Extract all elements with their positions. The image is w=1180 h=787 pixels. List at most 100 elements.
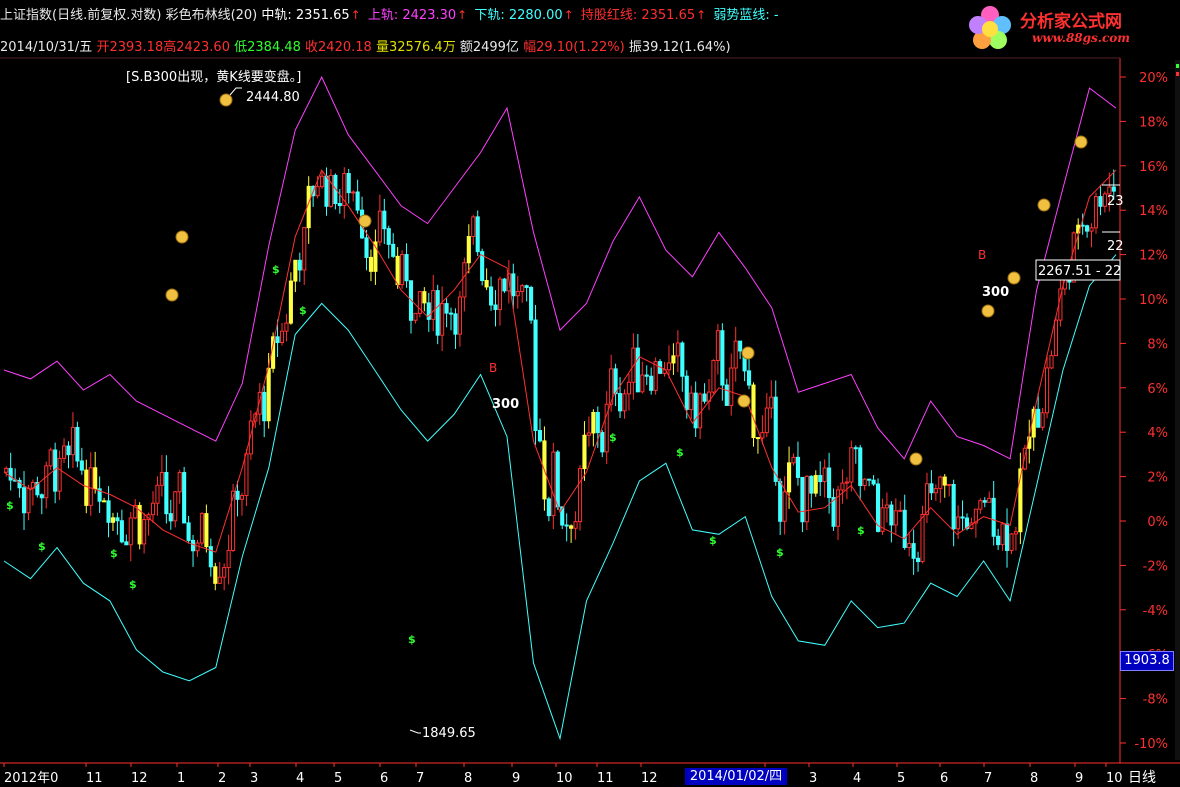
candle-body [262,391,267,422]
bollinger-bands [3,75,1117,741]
range-box [1035,259,1121,281]
candle-body [155,484,160,504]
x-tick-label: 12 [131,771,148,786]
candle-body [831,497,836,527]
indicator-name: 彩色布林线(20) [165,8,258,23]
candle-body [471,216,476,237]
candle-body [760,432,765,439]
x-tick-label: 4 [853,771,861,786]
candle-body [466,235,471,264]
candle-body [858,447,863,487]
candle-body [929,483,934,494]
x-tick-label: 6 [940,771,948,786]
candle-body [159,472,164,486]
candle-body [626,381,632,395]
candle-body [422,291,427,304]
candle-body [61,445,67,459]
bar-change: 幅29.10(1.22%) [523,40,625,55]
candle-body [546,498,551,517]
y-axis: 20%18%16%14%12%10%8%6%4%2%0%-2%-4%-6%-8%… [1120,71,1168,752]
x-tick-label: 3 [250,771,258,786]
sell-dollar-icon: $ [408,633,416,646]
candle-body [164,472,169,515]
sell-dollar-icon: $ [857,524,865,537]
candle-body [346,173,351,194]
y-tick-label: 0% [1147,515,1168,530]
candle-body [511,273,516,297]
candle-body [644,374,649,377]
money-bag-icon [219,93,233,107]
site-logo[interactable]: 分析家公式网 www.88gs.com [962,3,1172,53]
candle-body [795,456,801,478]
candle-body [947,483,952,486]
price-markers: 2444.80 1849.65 300 300 B B 2267.51 - 22… [229,87,1124,741]
period-label[interactable]: 日线 [1128,770,1156,786]
candle-body [573,521,578,529]
money-bag-icon [737,394,751,408]
candle-body [942,476,947,486]
y-tick-label: 14% [1139,204,1168,219]
candle-body [413,312,418,321]
candle-body [448,312,454,315]
candle-body [924,483,930,515]
candle-body [635,347,640,393]
candle-body [622,393,627,412]
candle-body [1107,186,1112,195]
signal-icons: $ $ $ $ $ $ $ $ $ $ $ $ [6,93,1088,646]
logo-text: 分析家公式网 [1020,12,1122,32]
candle-body [493,304,498,310]
candle-body [328,174,333,207]
candle-body [684,375,689,410]
candle-body [417,291,422,314]
candle-body [400,254,405,286]
candle-body [244,453,249,497]
money-bag-icon [981,304,995,318]
candle-body [951,483,956,530]
range-label: 2267.51 - 22 [1038,264,1121,279]
candle-body [1102,193,1107,207]
mid-band-line [3,169,1117,553]
hold-line-value: 持股红线: 2351.65 [580,8,696,23]
bar-low: 低2384.48 [234,40,301,55]
candle-body [275,336,280,344]
y-tick-label: 4% [1147,426,1168,441]
candle-body [444,303,449,314]
x-tick-label: 8 [464,771,472,786]
candle-body [755,437,760,440]
candle-body [791,456,796,464]
candle-body [168,513,173,522]
candle-body [1009,533,1014,551]
candle-body [364,237,369,258]
right-scroll-strip[interactable] [1175,60,1180,760]
s300-label-2: 300 [982,285,1009,300]
candle-body [231,490,236,551]
candle-body [484,280,489,288]
candle-body [382,210,387,230]
candle-body [1098,196,1103,207]
candle-body [88,467,93,506]
candle-body [1044,367,1050,414]
candle-body [8,467,13,481]
candle-body [84,469,89,506]
candle-body [1013,531,1018,535]
candle-body [600,432,605,453]
candle-body [150,502,156,516]
candle-body [297,259,302,271]
candle-body [862,478,867,487]
sell-dollar-icon: $ [776,546,784,559]
candle-body [529,286,534,321]
candle-body [911,543,916,559]
candle-body [978,500,983,510]
candle-body [733,340,738,369]
candle-body [208,546,213,568]
weak-line-value: 弱势蓝线: - [713,8,779,23]
candle-body [666,362,672,371]
candle-body [720,330,725,386]
candle-body [386,228,391,245]
candle-body [849,447,854,483]
candle-body [177,472,182,493]
up-arrow-icon: ↑ [563,8,574,22]
candle-body [916,557,921,563]
candle-body [902,509,907,549]
